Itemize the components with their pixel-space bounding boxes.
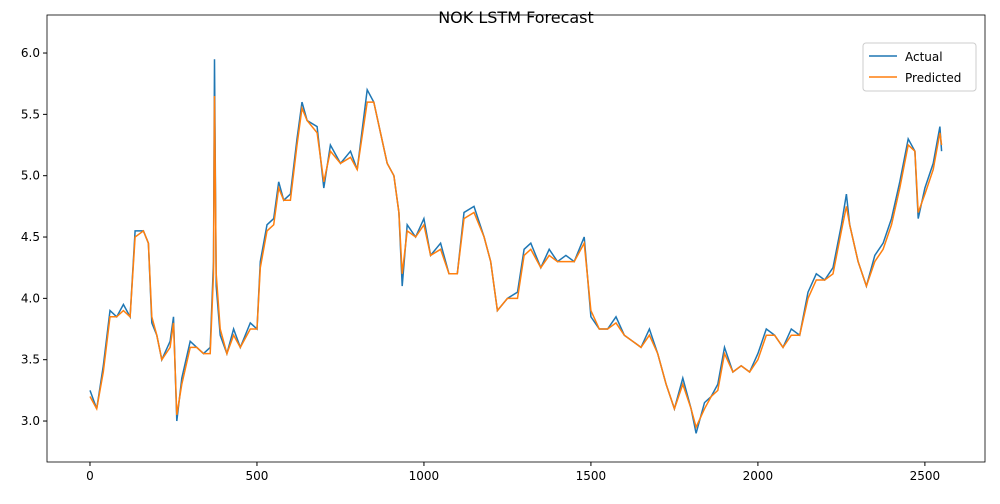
plot-frame [46,14,986,463]
x-tick-label: 2000 [743,469,774,483]
x-tick-label: 2500 [910,469,941,483]
x-tick-label: 0 [86,469,94,483]
y-tick-label: 4.0 [21,291,40,305]
y-tick-label: 5.0 [21,169,40,183]
y-tick-label: 3.0 [21,414,40,428]
legend-label: Predicted [905,71,961,85]
series-line [89,59,943,434]
x-tick-label: 1000 [409,469,440,483]
legend-box [862,42,977,92]
series-line [89,95,943,430]
y-tick-label: 3.5 [21,353,40,367]
chart-title: NOK LSTM Forecast [438,8,594,27]
legend-label: Actual [905,50,943,64]
y-tick-label: 4.5 [21,230,40,244]
y-tick-label: 6.0 [21,46,40,60]
y-tick-label: 5.5 [21,107,40,121]
x-tick-label: 1500 [576,469,607,483]
x-tick-label: 500 [246,469,269,483]
